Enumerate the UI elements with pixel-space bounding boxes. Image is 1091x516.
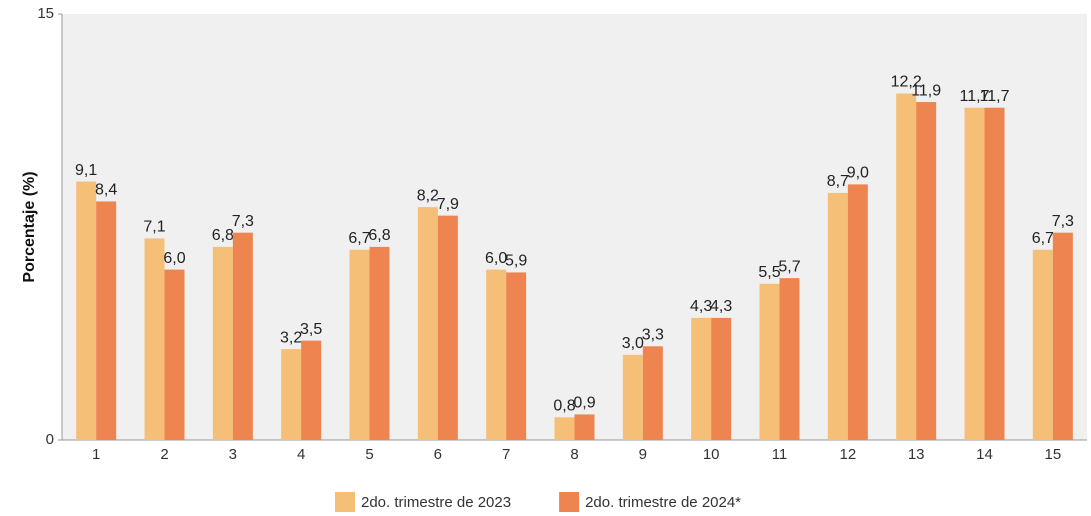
- bar: [827, 192, 848, 440]
- bar: [486, 269, 507, 440]
- value-label: 0,9: [573, 395, 595, 412]
- bar: [964, 107, 985, 440]
- bar: [506, 272, 527, 440]
- value-label: 5,7: [778, 258, 800, 275]
- bar: [417, 207, 438, 440]
- x-tick-label: 10: [703, 446, 720, 463]
- value-label: 11,7: [980, 88, 1010, 105]
- bar: [916, 102, 937, 440]
- value-label: 6,0: [163, 250, 185, 267]
- legend-swatch: [335, 492, 355, 512]
- value-label: 7,1: [143, 219, 165, 236]
- x-tick-label: 8: [570, 446, 578, 463]
- bar: [642, 346, 663, 440]
- value-label: 3,3: [642, 326, 664, 343]
- value-label: 7,3: [232, 213, 254, 230]
- value-label: 11,7: [960, 88, 990, 105]
- value-label: 6,7: [1032, 230, 1054, 247]
- bar: [896, 93, 917, 441]
- x-tick-label: 1: [92, 446, 100, 463]
- bar: [369, 246, 390, 440]
- x-tick-label: 12: [839, 446, 856, 463]
- bar: [691, 317, 712, 440]
- bar: [1032, 249, 1053, 440]
- legend-label: 2do. trimestre de 2023: [361, 494, 511, 511]
- bar: [759, 283, 780, 440]
- value-label: 9,0: [847, 165, 869, 182]
- value-label: 6,8: [368, 227, 390, 244]
- x-tick-label: 3: [229, 446, 237, 463]
- bar: [96, 201, 117, 440]
- bar: [212, 246, 233, 440]
- value-label: 6,8: [212, 227, 234, 244]
- x-tick-label: 6: [434, 446, 442, 463]
- x-tick-label: 5: [365, 446, 373, 463]
- bar: [1052, 232, 1073, 440]
- value-label: 8,4: [95, 182, 117, 199]
- value-label: 11,9: [911, 82, 941, 99]
- bar: [779, 278, 800, 440]
- x-tick-label: 11: [772, 446, 788, 463]
- bar: [349, 249, 370, 440]
- bar: [144, 238, 165, 440]
- y-axis-label: Porcentaje (%): [21, 171, 38, 282]
- value-label: 5,5: [758, 264, 780, 281]
- x-tick-label: 14: [976, 446, 993, 463]
- value-label: 4,3: [690, 298, 712, 315]
- value-label: 9,1: [75, 162, 97, 179]
- value-label: 8,2: [417, 187, 439, 204]
- bar: [164, 269, 185, 440]
- y-tick-label: 0: [46, 431, 54, 448]
- value-label: 7,3: [1052, 213, 1074, 230]
- value-label: 6,7: [348, 230, 370, 247]
- value-label: 8,7: [827, 173, 849, 190]
- value-label: 0,8: [553, 397, 575, 414]
- value-label: 5,9: [505, 253, 527, 270]
- bar: [984, 107, 1005, 440]
- x-tick-label: 9: [639, 446, 647, 463]
- value-label: 4,3: [710, 298, 732, 315]
- legend-label: 2do. trimestre de 2024*: [585, 494, 741, 511]
- x-tick-label: 13: [908, 446, 925, 463]
- x-tick-label: 15: [1044, 446, 1061, 463]
- value-label: 12,2: [891, 74, 922, 91]
- x-tick-label: 4: [297, 446, 305, 463]
- y-tick-label: 15: [37, 5, 54, 22]
- bar: [301, 340, 322, 440]
- bar: [847, 184, 868, 440]
- bar: [281, 349, 302, 440]
- legend-swatch: [559, 492, 580, 512]
- value-label: 3,0: [622, 335, 644, 352]
- bar: [232, 232, 253, 440]
- value-label: 3,5: [300, 321, 322, 338]
- bar: [711, 317, 732, 440]
- bar: [622, 354, 643, 440]
- value-label: 3,2: [280, 329, 302, 346]
- bar: [574, 414, 595, 440]
- value-label: 7,9: [437, 196, 459, 213]
- value-label: 6,0: [485, 250, 507, 267]
- x-tick-label: 2: [160, 446, 168, 463]
- x-tick-label: 7: [502, 446, 510, 463]
- bar: [76, 181, 97, 440]
- bar: [437, 215, 458, 440]
- bar: [554, 417, 575, 440]
